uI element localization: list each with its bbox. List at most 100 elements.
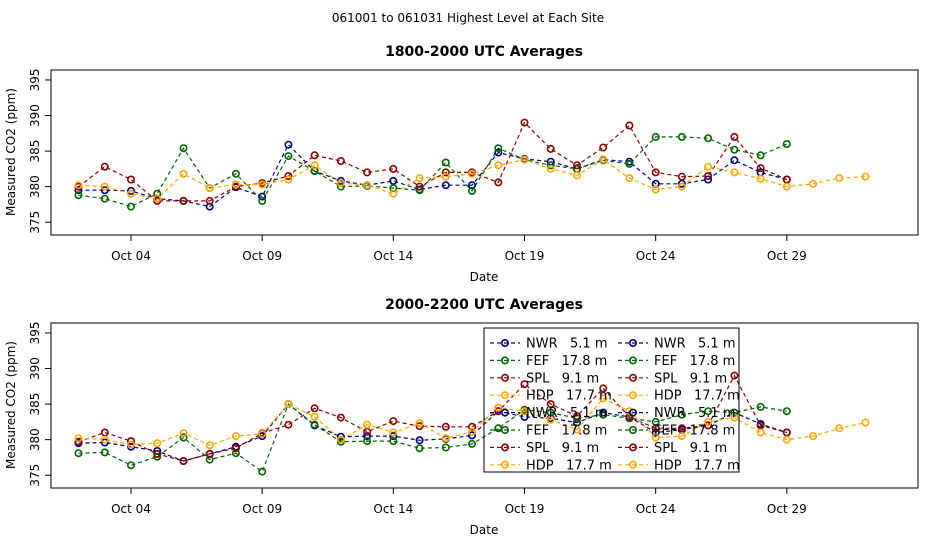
- legend-marker: [500, 391, 509, 400]
- data-point-spl: [441, 168, 450, 177]
- data-point-fef: [441, 443, 450, 452]
- data-point-hdp: [599, 394, 608, 403]
- data-point-fef: [127, 202, 136, 211]
- data-point-fef: [100, 194, 109, 203]
- data-point-spl: [704, 172, 713, 181]
- series-line-nwr: [78, 403, 787, 462]
- data-point-fef: [494, 144, 503, 153]
- panel-title: 2000-2200 UTC Averages: [385, 297, 583, 313]
- data-point-spl: [677, 172, 686, 181]
- data-point-nwr: [730, 156, 739, 165]
- data-point-fef: [74, 191, 83, 200]
- data-point-spl: [127, 437, 136, 446]
- y-tick-label: 375: [28, 464, 42, 487]
- legend: NWR 5.1 m FEF 17.8 m SPL 9.1 m HDP 17.7 m NW…: [483, 327, 740, 473]
- data-point-hdp: [441, 172, 450, 181]
- data-point-nwr: [415, 436, 424, 445]
- data-point-fef: [363, 437, 372, 446]
- data-point-hdp: [205, 441, 214, 450]
- series-layer: [74, 118, 870, 211]
- x-axis-label: Date: [470, 270, 499, 284]
- series-line-fef: [78, 403, 787, 473]
- panel-bottom: 2000-2200 UTC Averages Measured CO2 (ppm…: [4, 297, 919, 537]
- data-point-spl: [336, 413, 345, 422]
- data-point-hdp: [677, 182, 686, 191]
- data-point-spl: [310, 404, 319, 413]
- legend-label: SPL 9.1 m: [526, 441, 599, 456]
- legend-marker: [628, 443, 637, 452]
- plot-area: [50, 322, 919, 489]
- x-tick-label: Oct 09: [242, 249, 282, 263]
- y-tick-label: 380: [28, 175, 42, 198]
- data-point-nwr: [441, 181, 450, 190]
- data-point-fef: [730, 408, 739, 417]
- data-point-hdp: [677, 432, 686, 441]
- data-point-spl: [651, 424, 660, 433]
- x-tick-label: Oct 29: [767, 249, 807, 263]
- data-point-spl: [389, 417, 398, 426]
- data-point-hdp: [258, 429, 267, 438]
- data-point-hdp: [231, 432, 240, 441]
- data-point-spl: [310, 151, 319, 160]
- data-point-spl: [363, 168, 372, 177]
- data-point-nwr: [336, 432, 345, 441]
- series-line-spl: [78, 121, 788, 202]
- data-point-hdp: [310, 161, 319, 170]
- data-point-fef: [677, 410, 686, 419]
- axis-ticks: Oct 04 Oct 09 Oct 14 Oct 19 Oct 24 Oct 29 375 3…: [28, 322, 807, 516]
- data-point-hdp: [363, 420, 372, 429]
- y-axis-label: Measured CO2 (ppm): [4, 341, 18, 469]
- legend-label: NWR 5.1 m: [526, 406, 607, 421]
- legend-label: HDP 17.7 m: [526, 389, 612, 404]
- y-tick-label: 385: [28, 393, 42, 416]
- x-tick-label: Oct 14: [373, 249, 413, 263]
- data-point-spl: [179, 196, 188, 205]
- data-point-fef: [389, 184, 398, 193]
- data-point-fef: [179, 144, 188, 153]
- data-point-hdp: [809, 432, 818, 441]
- legend-label: FEF 17.8 m: [526, 354, 607, 369]
- data-point-fef: [127, 461, 136, 470]
- x-tick-label: Oct 24: [636, 249, 676, 263]
- series-line-spl: [78, 374, 787, 462]
- data-point-hdp: [100, 182, 109, 191]
- data-point-nwr: [100, 438, 109, 447]
- data-point-hdp: [127, 189, 136, 198]
- data-point-hdp: [809, 179, 818, 188]
- x-tick-label: Oct 19: [505, 502, 545, 516]
- data-point-spl: [441, 422, 450, 431]
- data-point-hdp: [861, 418, 870, 427]
- legend-marker: [628, 373, 637, 382]
- data-point-hdp: [153, 194, 162, 203]
- legend-marker: [500, 460, 509, 469]
- data-point-fef: [782, 140, 791, 149]
- data-point-spl: [704, 421, 713, 430]
- data-point-spl: [284, 172, 293, 181]
- data-point-nwr: [389, 432, 398, 441]
- data-point-spl: [625, 121, 634, 130]
- data-point-hdp: [179, 429, 188, 438]
- data-point-hdp: [572, 425, 581, 434]
- data-point-spl: [599, 143, 608, 152]
- legend-label: SPL 9.1 m: [654, 441, 727, 456]
- data-point-hdp: [258, 180, 267, 189]
- series-layer: [74, 371, 870, 476]
- data-point-hdp: [756, 428, 765, 437]
- y-tick-label: 390: [28, 357, 42, 380]
- data-point-fef: [415, 444, 424, 453]
- data-point-hdp: [861, 172, 870, 181]
- data-point-spl: [100, 428, 109, 437]
- data-point-hdp: [704, 417, 713, 426]
- data-point-spl: [730, 371, 739, 380]
- data-point-hdp: [467, 169, 476, 178]
- data-point-fef: [389, 437, 398, 446]
- data-point-hdp: [74, 181, 83, 190]
- legend-marker: [628, 338, 637, 347]
- data-point-fef: [74, 449, 83, 458]
- data-point-fef: [756, 402, 765, 411]
- data-point-spl: [231, 444, 240, 453]
- data-point-fef: [467, 439, 476, 448]
- y-tick-label: 390: [28, 104, 42, 127]
- data-point-nwr: [363, 432, 372, 441]
